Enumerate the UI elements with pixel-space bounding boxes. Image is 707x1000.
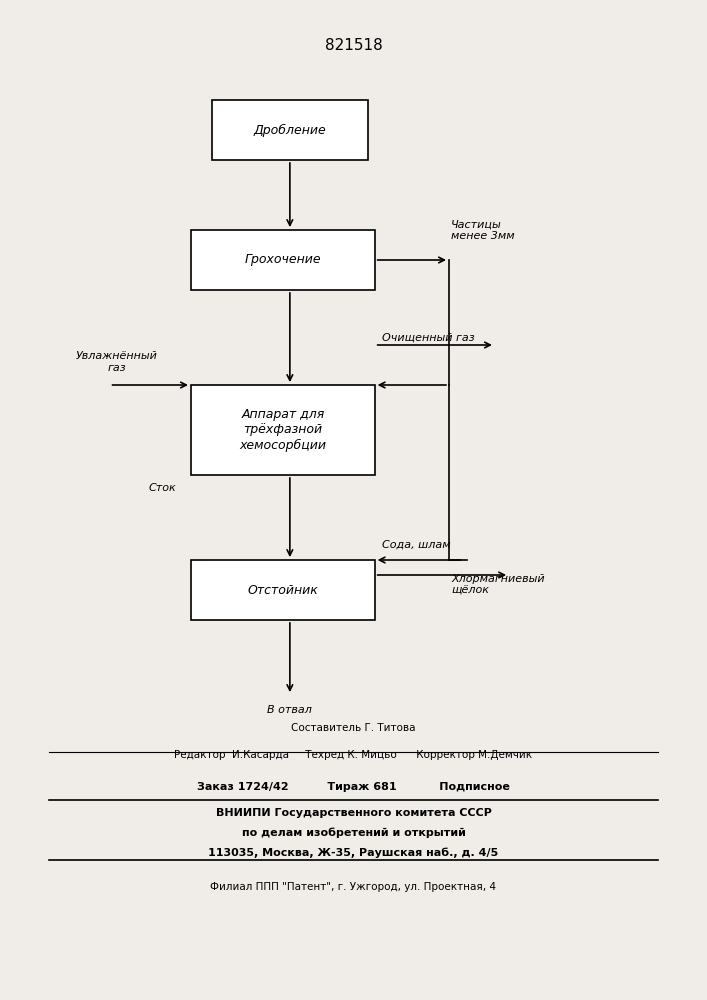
Text: Сода, шлам: Сода, шлам [382, 540, 450, 550]
Text: Сток: Сток [149, 483, 177, 493]
Text: Отстойник: Отстойник [247, 584, 318, 596]
Text: Редактор  И.Касарда     Техред К. Мицьо      Корректор М.Демчик: Редактор И.Касарда Техред К. Мицьо Корре… [175, 750, 532, 760]
Text: Частицы
менее 3мм: Частицы менее 3мм [451, 219, 515, 241]
FancyBboxPatch shape [191, 230, 375, 290]
Text: Хлормагниевый
щёлок: Хлормагниевый щёлок [451, 574, 544, 596]
Text: Дробление: Дробление [254, 123, 326, 137]
Text: В отвал: В отвал [267, 705, 312, 715]
Text: Составитель Г. Титова: Составитель Г. Титова [291, 723, 416, 733]
Text: 113035, Москва, Ж-35, Раушская наб., д. 4/5: 113035, Москва, Ж-35, Раушская наб., д. … [209, 848, 498, 858]
FancyBboxPatch shape [191, 385, 375, 475]
Text: Увлажнённый
газ: Увлажнённый газ [76, 351, 158, 373]
Text: по делам изобретений и открытий: по делам изобретений и открытий [242, 828, 465, 838]
Text: Аппарат для
трёхфазной
хемосорбции: Аппарат для трёхфазной хемосорбции [239, 408, 327, 452]
FancyBboxPatch shape [212, 100, 368, 160]
Text: 821518: 821518 [325, 37, 382, 52]
Text: Грохочение: Грохочение [245, 253, 321, 266]
Text: Заказ 1724/42          Тираж 681           Подписное: Заказ 1724/42 Тираж 681 Подписное [197, 782, 510, 792]
Text: Филиал ППП "Патент", г. Ужгород, ул. Проектная, 4: Филиал ППП "Патент", г. Ужгород, ул. Про… [211, 882, 496, 892]
Text: ВНИИПИ Государственного комитета СССР: ВНИИПИ Государственного комитета СССР [216, 808, 491, 818]
FancyBboxPatch shape [191, 560, 375, 620]
Text: Очищенный газ: Очищенный газ [382, 333, 474, 343]
